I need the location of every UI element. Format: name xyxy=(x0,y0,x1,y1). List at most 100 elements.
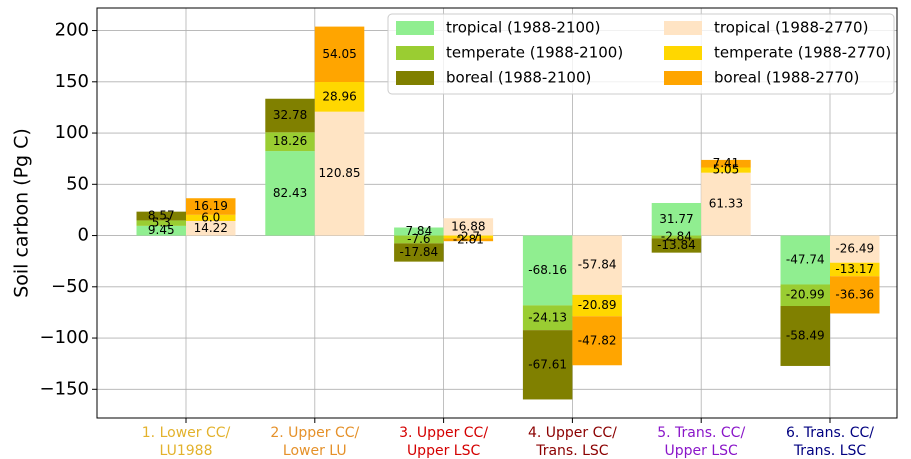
value-label: -36.36 xyxy=(835,287,874,301)
bar-segment xyxy=(443,235,494,239)
value-label: -26.49 xyxy=(835,242,874,256)
bar-segment xyxy=(186,198,236,215)
bar-segment xyxy=(265,132,315,152)
legend-swatch xyxy=(396,21,434,35)
y-tick-label: 0 xyxy=(78,225,89,246)
bar-segment xyxy=(522,235,573,306)
value-label: -20.99 xyxy=(786,288,825,302)
bar-segment xyxy=(701,172,751,236)
bar-segment xyxy=(780,235,830,285)
value-label: -47.74 xyxy=(786,253,825,267)
legend-swatch xyxy=(664,46,702,60)
value-label: 5.3 xyxy=(152,216,171,230)
bar-segment xyxy=(651,235,702,239)
value-label: -24.13 xyxy=(528,310,567,324)
bar-segment xyxy=(522,330,573,400)
bar-segment xyxy=(443,218,494,236)
value-label: 31.77 xyxy=(659,212,693,226)
x-tick-label: 2. Upper CC/ xyxy=(270,425,359,441)
value-label: 61.33 xyxy=(709,197,743,211)
bar-segment xyxy=(780,284,830,306)
value-label: 7.41 xyxy=(713,156,740,170)
bar-segment xyxy=(186,214,236,221)
legend-label: tropical (1988-2770) xyxy=(714,19,868,37)
x-tick-label: Upper LSC xyxy=(665,443,739,459)
bar-segment xyxy=(830,235,880,263)
value-label: -2.84 xyxy=(661,230,692,244)
value-label: -13.84 xyxy=(657,238,696,252)
value-label: 14.22 xyxy=(194,221,228,235)
legend-label: tropical (1988-2100) xyxy=(446,19,600,37)
value-label: 8.57 xyxy=(148,209,175,223)
x-tick-label: LU1988 xyxy=(160,443,213,459)
bar-segment xyxy=(394,227,444,236)
x-tick-label: 1. Lower CC/ xyxy=(142,425,231,441)
value-label: -7.6 xyxy=(407,232,430,246)
x-tick-label: 5. Trans. CC/ xyxy=(657,425,745,441)
legend-label: boreal (1988-2100) xyxy=(446,69,591,87)
bar-segment xyxy=(572,294,622,317)
value-label: 54.05 xyxy=(322,47,356,61)
y-tick-label: 150 xyxy=(55,71,89,92)
bar-segment xyxy=(572,235,622,295)
bar-segment xyxy=(651,202,702,236)
value-label: -68.16 xyxy=(528,263,567,277)
bar-segment xyxy=(265,151,315,236)
value-label: -2.81 xyxy=(453,232,484,246)
value-label: -67.61 xyxy=(528,357,567,371)
legend-label: temperate (1988-2770) xyxy=(714,44,891,62)
legend-label: temperate (1988-2100) xyxy=(446,44,623,62)
bar-segment xyxy=(136,225,186,236)
value-label: 120.85 xyxy=(319,166,361,180)
y-tick-label: −150 xyxy=(40,378,89,399)
y-tick-label: −100 xyxy=(40,327,89,348)
legend-label: boreal (1988-2770) xyxy=(714,69,859,87)
bar-segment xyxy=(394,235,444,244)
x-tick-label: 6. Trans. CC/ xyxy=(786,425,874,441)
legend-swatch xyxy=(396,46,434,60)
value-label: -17.84 xyxy=(400,245,439,259)
y-tick-label: 50 xyxy=(66,173,89,194)
value-label: 82.43 xyxy=(273,186,307,200)
x-tick-label: Lower LU xyxy=(283,443,347,459)
value-label: -47.82 xyxy=(578,333,617,347)
value-label: -58.49 xyxy=(786,328,825,342)
bar-segment xyxy=(522,305,573,331)
legend-swatch xyxy=(664,71,702,85)
bars xyxy=(136,26,880,400)
bar-segment xyxy=(314,111,365,236)
value-label: 9.45 xyxy=(148,223,175,237)
bar-segment xyxy=(186,220,236,236)
x-tick-label: Trans. LSC xyxy=(535,443,609,459)
value-label: 16.19 xyxy=(194,199,228,213)
bar-segment xyxy=(830,262,880,277)
bar-segment xyxy=(394,243,444,262)
bar-segment xyxy=(701,159,751,168)
x-tick-label: Trans. LSC xyxy=(793,443,867,459)
bar-segment xyxy=(136,211,186,221)
legend-swatch xyxy=(396,71,434,85)
bar-segment xyxy=(314,81,365,112)
value-label: -13.17 xyxy=(835,262,874,276)
legend-swatch xyxy=(664,21,702,35)
value-label: 16.88 xyxy=(451,219,485,233)
value-label: -2.7 xyxy=(457,229,480,243)
bar-segment xyxy=(136,220,186,226)
value-label: -20.89 xyxy=(578,298,617,312)
bar-segment xyxy=(780,305,830,366)
bar-segment xyxy=(572,316,622,366)
value-label: 32.78 xyxy=(273,108,307,122)
bar-segment xyxy=(443,238,494,242)
x-tick-label: Upper LSC xyxy=(407,443,481,459)
bar-segment xyxy=(830,276,880,314)
value-label: 28.96 xyxy=(322,89,356,103)
y-tick-label: 200 xyxy=(55,20,89,41)
bar-segment xyxy=(651,238,702,253)
x-tick-label: 4. Upper CC/ xyxy=(528,425,617,441)
y-tick-label: 100 xyxy=(55,122,89,143)
bar-segment xyxy=(701,167,751,173)
value-label: 7.84 xyxy=(405,224,432,238)
legend-box xyxy=(387,13,895,95)
value-label: 5.05 xyxy=(713,163,740,177)
